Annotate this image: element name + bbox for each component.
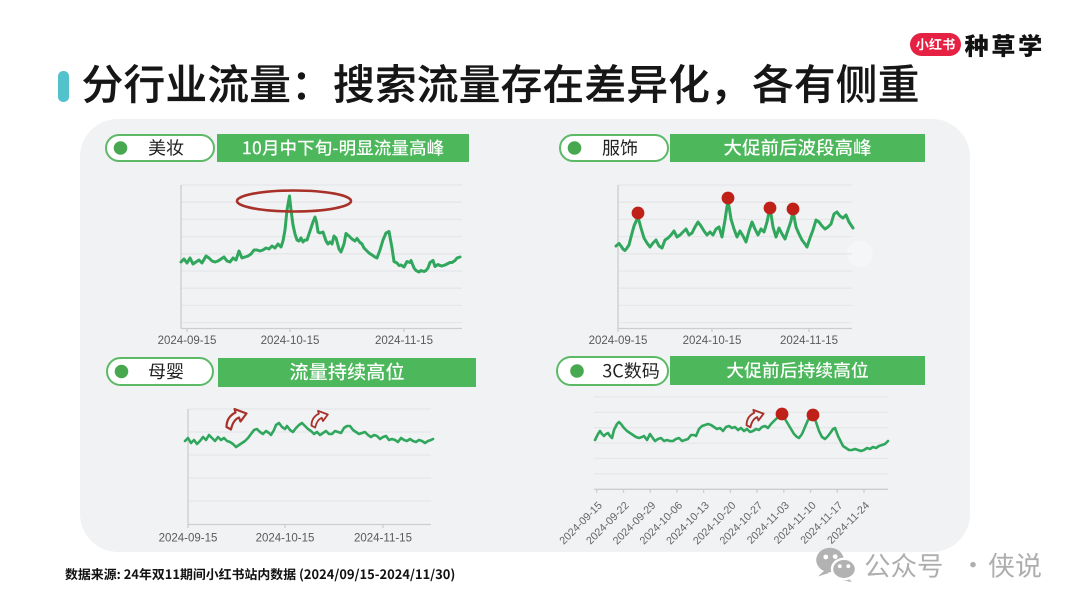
- svg-text:2024-09-15: 2024-09-15: [589, 335, 648, 347]
- svg-text:2024-10-15: 2024-10-15: [683, 335, 742, 347]
- svg-text:2024-11-15: 2024-11-15: [780, 335, 838, 347]
- svg-text:2024-11-15: 2024-11-15: [354, 533, 412, 545]
- svg-text:2024-11-15: 2024-11-15: [375, 335, 433, 347]
- svg-text:2024-10-15: 2024-10-15: [261, 335, 320, 347]
- svg-text:2024-09-15: 2024-09-15: [159, 533, 218, 545]
- svg-text:2024-09-15: 2024-09-15: [158, 335, 217, 347]
- svg-text:2024-10-15: 2024-10-15: [256, 533, 315, 545]
